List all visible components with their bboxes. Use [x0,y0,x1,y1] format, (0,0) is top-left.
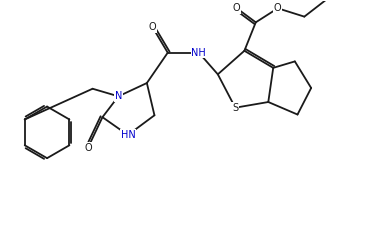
Text: O: O [84,143,92,153]
Text: N: N [115,91,122,101]
Text: O: O [149,22,156,32]
Text: O: O [233,3,241,13]
Text: O: O [274,3,282,13]
Text: HN: HN [120,130,135,140]
Text: S: S [232,103,239,113]
Text: NH: NH [192,48,206,58]
